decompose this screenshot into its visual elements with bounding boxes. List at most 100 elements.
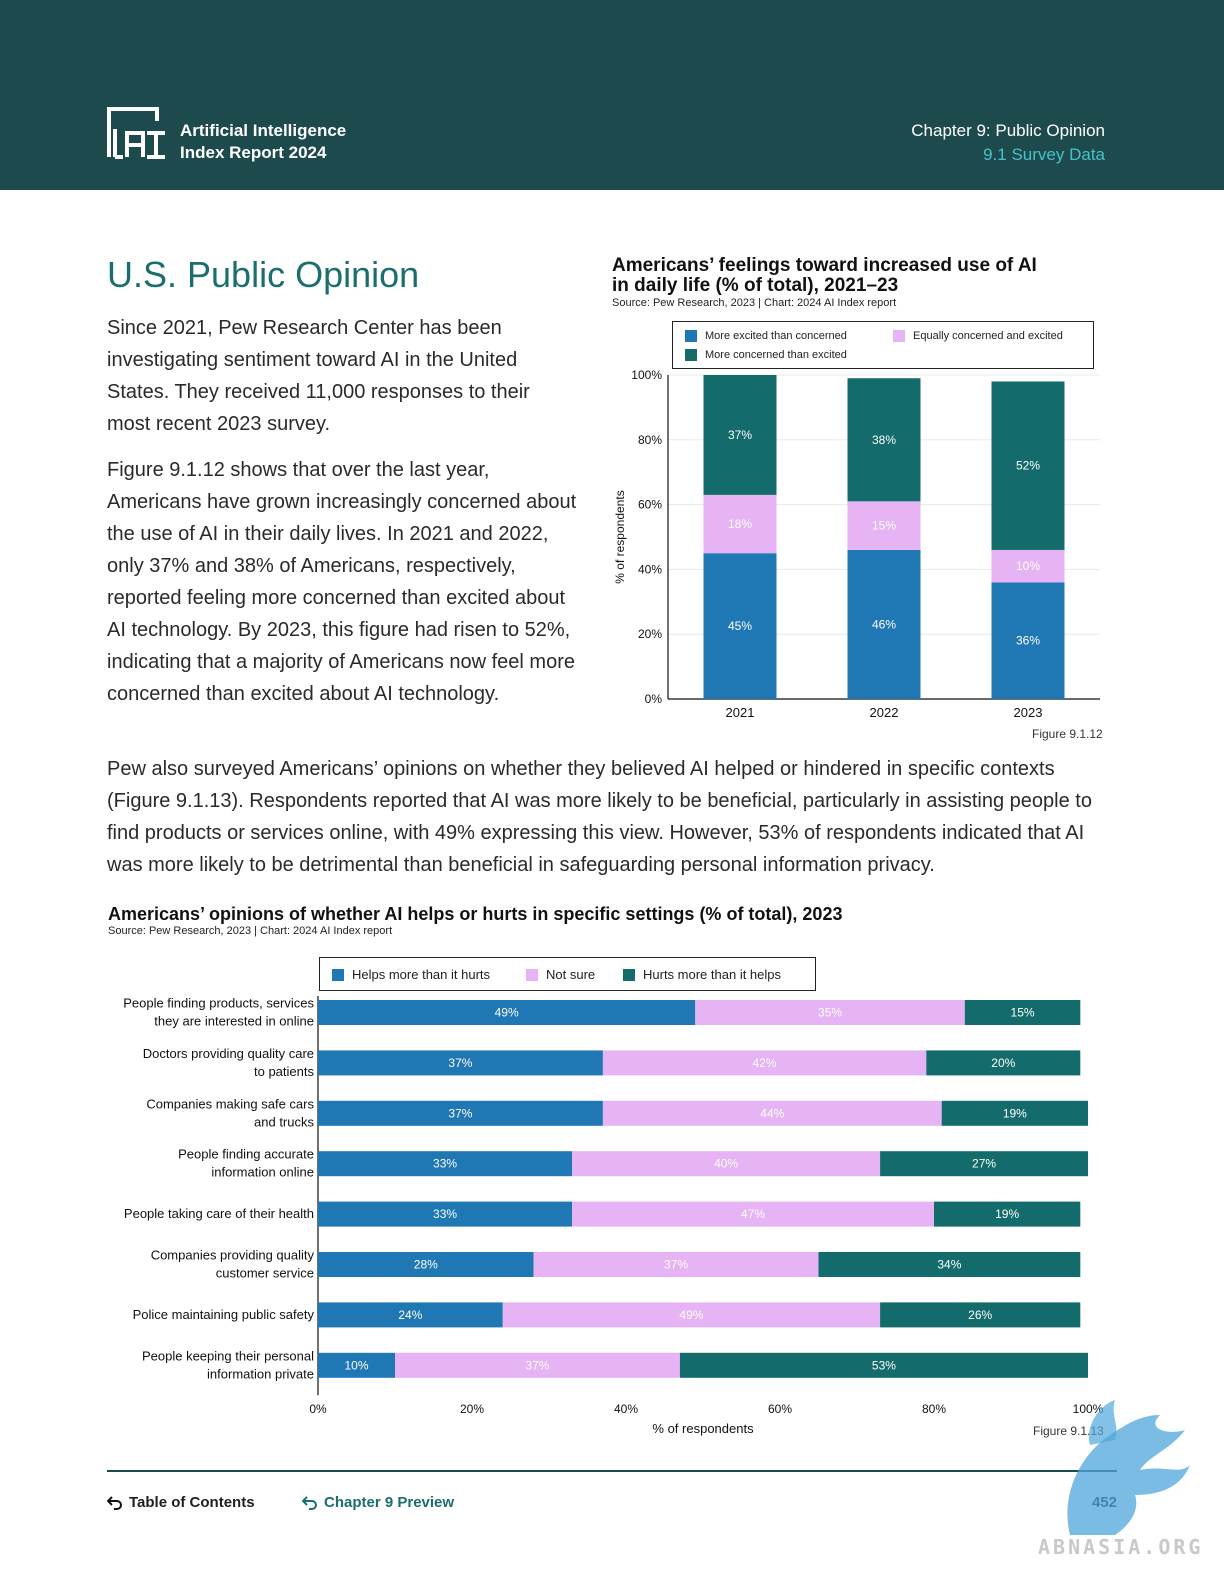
paragraph-3: Pew also surveyed Americans’ opinions on… [107, 758, 1092, 876]
return-arrow-icon [107, 1495, 122, 1510]
report-title-line2: Index Report 2024 [180, 143, 327, 162]
legend-item-concerned: More concerned than excited [685, 349, 847, 361]
bar-segment [572, 1151, 881, 1177]
bar-segment [991, 549, 1065, 583]
legend-label: Helps more than it hurts [352, 967, 491, 982]
footer-divider [107, 1470, 1117, 1472]
data-label: 47% [741, 1207, 765, 1221]
y-tick-label: 80% [638, 433, 662, 447]
bar-segment [502, 1302, 881, 1328]
bar-segment [847, 501, 921, 550]
legend-swatch [526, 968, 538, 981]
data-label: 35% [818, 1006, 842, 1020]
data-label: 33% [433, 1157, 457, 1171]
x-axis-label: % of respondents [652, 1421, 754, 1436]
bar-segment [941, 1100, 1088, 1126]
report-title: Artificial Intelligence Index Report 202… [180, 120, 346, 164]
chapter-name: Chapter 9: Public Opinion [911, 121, 1105, 140]
data-label: 42% [753, 1056, 777, 1070]
legend-swatch [685, 330, 697, 342]
y-axis-label: % of respondents [613, 490, 627, 583]
paragraph-2: Figure 9.1.12 shows that over the last y… [107, 459, 577, 705]
x-tick-label: 2023 [1014, 705, 1043, 720]
category-label: customer service [216, 1266, 314, 1281]
bar-segment [572, 1201, 934, 1227]
data-label: 37% [448, 1056, 472, 1070]
chapter-preview-link[interactable]: Chapter 9 Preview [302, 1494, 454, 1511]
legend-label: Equally concerned and excited [913, 330, 1063, 342]
ai-index-logo-icon [107, 107, 167, 164]
data-label: 10% [1016, 559, 1040, 573]
paragraph-1: Since 2021, Pew Research Center has been… [107, 317, 530, 435]
chart2-title: Americans’ opinions of whether AI helps … [108, 904, 843, 924]
y-tick-label: 0% [645, 692, 663, 706]
section-title: U.S. Public Opinion [107, 254, 420, 295]
data-label: 33% [433, 1207, 457, 1221]
bar-segment [318, 1252, 534, 1277]
bar-segment [318, 1151, 573, 1177]
bar-segment [926, 1050, 1081, 1076]
chart1-source: Source: Pew Research, 2023 | Chart: 2024… [612, 297, 897, 309]
figure-label-1: Figure 9.1.12 [1032, 727, 1103, 741]
x-tick-label: 40% [614, 1402, 638, 1416]
data-label: 27% [972, 1157, 996, 1171]
category-label: Companies making safe cars [146, 1096, 314, 1111]
bar-segment [318, 1050, 603, 1076]
legend-label: More concerned than excited [705, 349, 847, 361]
chart2-source: Source: Pew Research, 2023 | Chart: 2024… [108, 925, 393, 937]
section-name: 9.1 Survey Data [983, 145, 1105, 164]
x-tick-label: 2022 [870, 705, 899, 720]
data-label: 37% [525, 1358, 549, 1372]
bar-segment [679, 1352, 1088, 1378]
chart2-plot: 49% 35% 15% People finding products, servic… [123, 996, 1104, 1437]
x-tick-label: 2021 [726, 705, 755, 720]
data-label: 40% [714, 1157, 738, 1171]
bar-segment [602, 1050, 927, 1076]
y-tick-label: 100% [631, 368, 662, 382]
bar-segment [395, 1352, 680, 1378]
data-label: 37% [728, 428, 752, 442]
x-tick-label: 60% [768, 1402, 792, 1416]
data-label: 52% [1016, 459, 1040, 473]
x-tick-label: 80% [922, 1402, 946, 1416]
data-label: 15% [1011, 1006, 1035, 1020]
x-tick-label: 100% [1073, 1402, 1104, 1416]
x-tick-label: 0% [309, 1402, 327, 1416]
x-tick-label: 20% [460, 1402, 484, 1416]
legend-swatch [685, 349, 697, 361]
chart1-title: Americans’ feelings toward increased use… [612, 256, 1037, 296]
data-label: 49% [495, 1006, 519, 1020]
chart2-legend: Helps more than it hurts Not sure Hurts … [319, 957, 816, 991]
chart1-title-line2: in daily life (% of total), 2021–23 [612, 275, 899, 296]
legend-label: Not sure [546, 967, 596, 982]
y-tick-label: 40% [638, 562, 662, 576]
watermark-text: ABNASIA.ORG [1038, 1535, 1204, 1559]
bar-segment [318, 1000, 696, 1025]
category-label: People keeping their personal [142, 1348, 314, 1363]
data-label: 36% [1016, 634, 1040, 648]
griffin-watermark-icon: ABNASIA.ORG [1030, 1395, 1220, 1575]
data-label: 49% [679, 1308, 703, 1322]
legend-item-excited: More excited than concerned [685, 330, 847, 342]
legend-swatch [623, 968, 635, 981]
bar-segment [847, 549, 921, 699]
bar-segment [818, 1252, 1081, 1277]
bar-segment [318, 1352, 395, 1378]
chapter-preview-label: Chapter 9 Preview [324, 1494, 455, 1511]
data-label: 24% [398, 1308, 422, 1322]
bar-segment [695, 1000, 965, 1025]
data-label: 19% [995, 1207, 1019, 1221]
legend-swatch [332, 968, 344, 981]
table-of-contents-link[interactable]: Table of Contents [107, 1494, 255, 1511]
chapter-heading: Chapter 9: Public Opinion 9.1 Survey Dat… [911, 119, 1105, 167]
data-label: 28% [414, 1258, 438, 1272]
legend-label: More excited than concerned [705, 330, 847, 342]
bar-segment [703, 375, 777, 495]
category-label: and trucks [254, 1114, 314, 1129]
legend-item-hurts: Hurts more than it helps [623, 967, 781, 982]
bar-segment [880, 1302, 1081, 1328]
data-label: 46% [872, 617, 896, 631]
return-arrow-icon [302, 1495, 317, 1510]
bar-segment [318, 1100, 603, 1126]
page-header: Artificial Intelligence Index Report 202… [0, 0, 1224, 190]
